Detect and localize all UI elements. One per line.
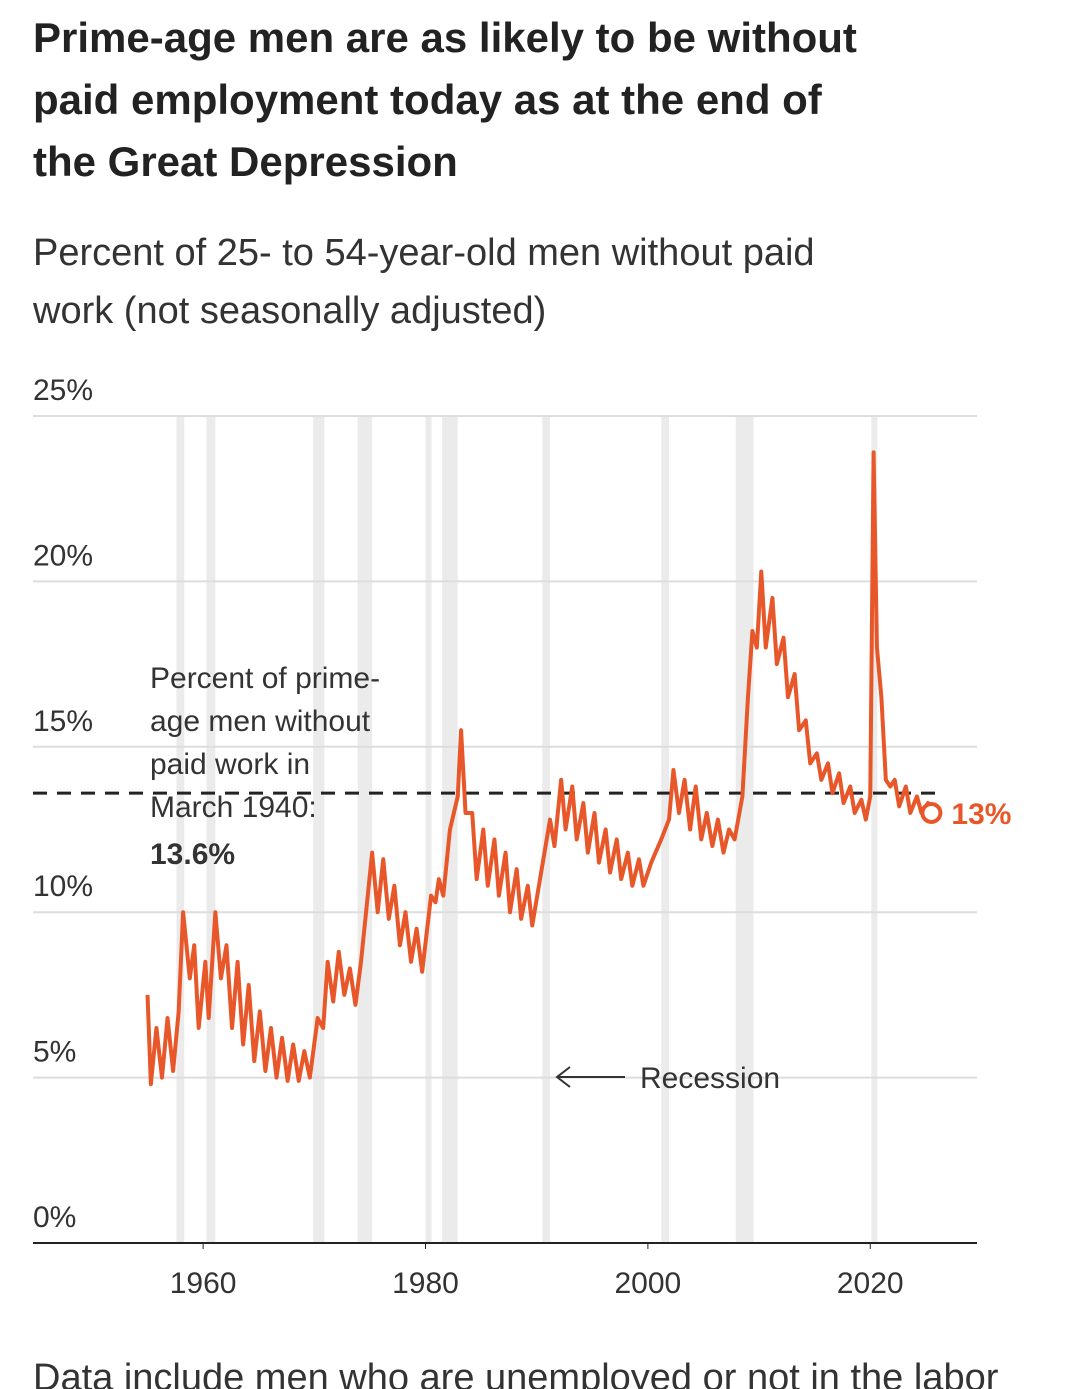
recession-band bbox=[176, 416, 185, 1243]
recession-band bbox=[206, 416, 216, 1243]
reference-label: age men without bbox=[150, 705, 371, 738]
arrow bbox=[555, 1066, 625, 1088]
y-tick-label: 20% bbox=[33, 539, 93, 572]
recession-band bbox=[313, 416, 325, 1243]
chart-title: Prime-age men are as likely to be withou… bbox=[33, 14, 857, 61]
chart-title: the Great Depression bbox=[33, 138, 458, 185]
recession-band bbox=[542, 416, 551, 1243]
y-tick-label: 5% bbox=[33, 1036, 76, 1069]
chart-subtitle: Percent of 25- to 54-year-old men withou… bbox=[33, 232, 815, 274]
chart-subtitle: work (not seasonally adjusted) bbox=[32, 290, 546, 332]
x-tick-label: 1960 bbox=[170, 1267, 237, 1300]
end-label: 13% bbox=[951, 798, 1011, 831]
reference-value-label: 13.6% bbox=[150, 838, 235, 871]
data-line bbox=[145, 450, 934, 1087]
recession-band bbox=[425, 416, 432, 1243]
x-tick-label: 1980 bbox=[392, 1267, 459, 1300]
recession-band bbox=[871, 416, 878, 1243]
end-point bbox=[920, 801, 943, 824]
recession-band bbox=[357, 416, 373, 1243]
y-tick-label: 10% bbox=[33, 870, 93, 903]
y-tick-label: 15% bbox=[33, 705, 93, 738]
x-tick-label: 2020 bbox=[837, 1267, 904, 1300]
reference-label: paid work in bbox=[150, 748, 310, 781]
chart-title: paid employment today as at the end of bbox=[33, 76, 823, 123]
recession-band bbox=[735, 416, 754, 1243]
y-tick-label: 25% bbox=[33, 374, 93, 407]
footnote: Data include men who are unemployed or n… bbox=[33, 1357, 999, 1389]
x-tick-label: 2000 bbox=[615, 1267, 682, 1300]
reference-label: March 1940: bbox=[150, 791, 317, 824]
y-tick-label: 0% bbox=[33, 1201, 76, 1234]
recession-label: Recession bbox=[640, 1062, 780, 1095]
reference-label: Percent of prime- bbox=[150, 662, 380, 695]
